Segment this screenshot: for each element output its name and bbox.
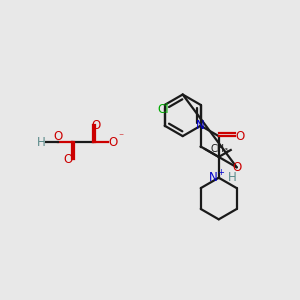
Text: O: O [63,153,72,167]
Text: O: O [232,161,242,174]
Text: N: N [196,119,205,132]
Text: H: H [37,136,46,148]
Text: O: O [54,130,63,142]
Text: O: O [92,119,101,132]
Text: O: O [236,130,245,142]
Text: CH₃: CH₃ [211,144,229,154]
Text: O: O [108,136,117,148]
Text: Cl: Cl [157,103,169,116]
Text: N: N [209,171,218,184]
Text: +: + [217,168,224,177]
Text: H: H [228,171,236,184]
Text: ⁻: ⁻ [118,132,123,142]
